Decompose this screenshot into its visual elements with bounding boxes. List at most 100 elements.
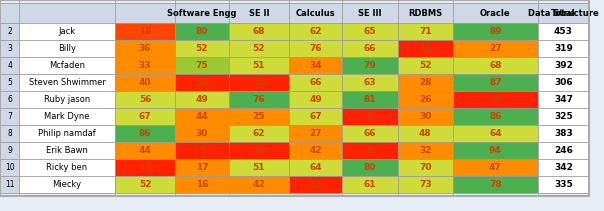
Bar [289, 3, 342, 23]
Bar [453, 23, 538, 40]
Bar [0, 57, 19, 74]
Bar [538, 3, 589, 23]
Bar [19, 74, 115, 91]
Bar [289, 0, 342, 3]
Bar [115, 108, 175, 125]
Text: 44: 44 [139, 146, 152, 155]
Text: 44: 44 [196, 112, 208, 121]
Text: 68: 68 [489, 61, 501, 70]
Bar [115, 142, 175, 159]
Bar [0, 142, 19, 159]
Bar [115, 91, 175, 108]
Bar [397, 125, 453, 142]
Bar [397, 159, 453, 176]
Bar [19, 125, 115, 142]
Bar [175, 91, 228, 108]
Bar [175, 193, 228, 196]
Bar [0, 91, 19, 108]
Bar [453, 0, 538, 3]
Text: 66: 66 [364, 129, 376, 138]
Text: Mcfaden: Mcfaden [49, 61, 85, 70]
Text: 61: 61 [364, 180, 376, 189]
Bar [228, 125, 289, 142]
Text: 62: 62 [309, 27, 322, 36]
Text: 36: 36 [139, 44, 152, 53]
Bar [342, 91, 397, 108]
Bar [453, 142, 538, 159]
Bar [0, 74, 19, 91]
Text: 67: 67 [309, 112, 322, 121]
Bar [342, 108, 397, 125]
Bar [228, 57, 289, 74]
Bar [538, 125, 589, 142]
Text: 342: 342 [554, 163, 573, 172]
Bar [397, 74, 453, 91]
Bar [175, 159, 228, 176]
Text: 79: 79 [364, 61, 376, 70]
Bar [228, 176, 289, 193]
Bar [538, 91, 589, 108]
Bar [175, 57, 228, 74]
Text: 9: 9 [367, 146, 373, 155]
Bar [175, 108, 228, 125]
Text: 383: 383 [554, 129, 573, 138]
Bar [115, 74, 175, 91]
Text: 2: 2 [7, 27, 12, 36]
Bar [397, 23, 453, 40]
Bar [342, 3, 397, 23]
Text: 86: 86 [139, 129, 152, 138]
Text: 62: 62 [252, 129, 265, 138]
Bar [453, 74, 538, 91]
Text: Erik Bawn: Erik Bawn [46, 146, 88, 155]
Text: 16: 16 [196, 180, 208, 189]
Text: Software Engg: Software Engg [167, 8, 237, 18]
Bar [289, 57, 342, 74]
Text: 40: 40 [139, 78, 152, 87]
Bar [289, 176, 342, 193]
Bar [453, 125, 538, 142]
Text: 78: 78 [489, 180, 502, 189]
Text: 11: 11 [5, 180, 14, 189]
Bar [538, 74, 589, 91]
Bar [538, 23, 589, 40]
Text: 319: 319 [554, 44, 573, 53]
Text: 17: 17 [196, 163, 208, 172]
Bar [228, 40, 289, 57]
Bar [342, 74, 397, 91]
Bar [538, 159, 589, 176]
Bar [175, 176, 228, 193]
Bar [453, 108, 538, 125]
Bar [19, 176, 115, 193]
Bar [538, 0, 589, 3]
Bar [115, 193, 175, 196]
Text: SE III: SE III [358, 8, 382, 18]
Text: 71: 71 [419, 27, 431, 36]
Text: 20: 20 [252, 146, 265, 155]
Text: 65: 65 [364, 27, 376, 36]
Bar [175, 74, 228, 91]
Bar [397, 108, 453, 125]
Bar [228, 0, 289, 3]
Text: 10: 10 [5, 163, 14, 172]
Text: Jack: Jack [59, 27, 76, 36]
Bar [0, 125, 19, 142]
Text: 42: 42 [309, 146, 322, 155]
Text: Total: Total [551, 8, 576, 18]
Bar [228, 142, 289, 159]
Text: 453: 453 [554, 27, 573, 36]
Bar [289, 193, 342, 196]
Text: Billy: Billy [58, 44, 76, 53]
Text: 64: 64 [309, 163, 322, 172]
Text: Ruby jason: Ruby jason [44, 95, 90, 104]
Text: Miecky: Miecky [53, 180, 82, 189]
Bar [19, 3, 115, 23]
Text: 13: 13 [139, 163, 152, 172]
Bar [397, 3, 453, 23]
Bar [538, 193, 589, 196]
Bar [228, 91, 289, 108]
Bar [397, 40, 453, 57]
Bar [0, 108, 19, 125]
Text: 306: 306 [554, 78, 573, 87]
Text: 5: 5 [7, 78, 12, 87]
Bar [115, 176, 175, 193]
